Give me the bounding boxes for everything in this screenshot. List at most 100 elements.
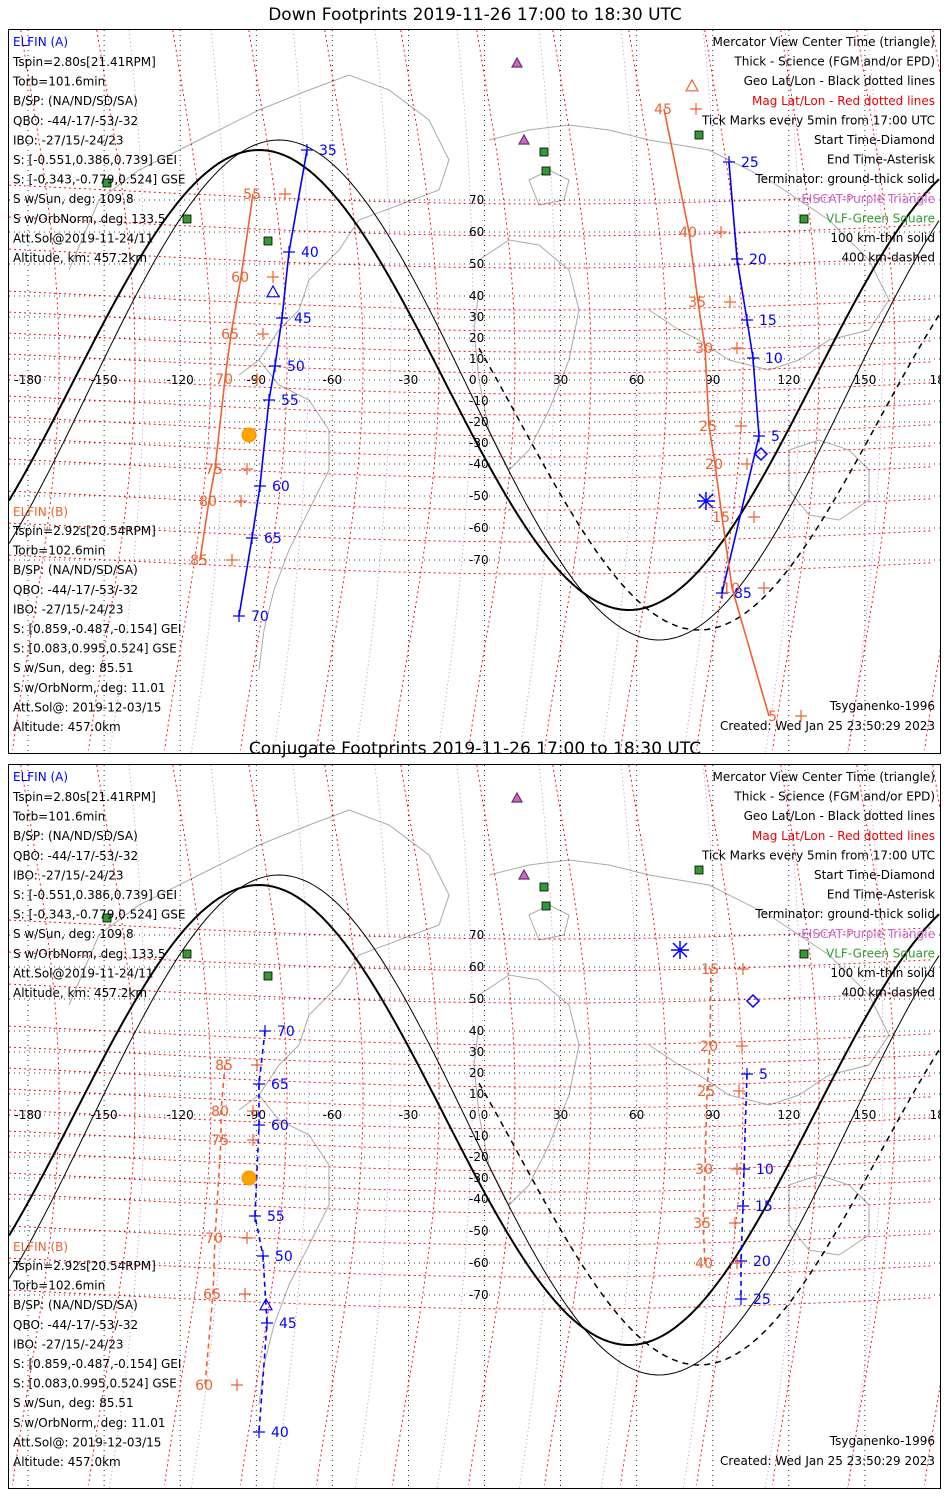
elfin-a-tick-label: 70 — [251, 609, 269, 625]
elfin-b-tick-mark — [226, 554, 238, 566]
elfin-a-info-line: S: [-0.551,0.386,0.739] GEI — [13, 888, 177, 902]
tick-marks: 3540455055606570252015105855560657075808… — [190, 102, 807, 725]
lon-tick-label: -180 — [14, 1108, 41, 1122]
trajectories — [204, 968, 748, 1433]
elfin-a-tick-label: 65 — [271, 1077, 289, 1093]
center-time-triangle — [265, 284, 281, 298]
elfin-b-tick-mark — [241, 1232, 253, 1244]
mag-parallel — [9, 1151, 934, 1172]
elfin-b-tick-mark — [257, 328, 269, 340]
lon-tick-label: 90 — [705, 1108, 720, 1122]
elfin-a-info-line: S w/OrbNorm, deg: 133.5 — [13, 947, 165, 961]
elfin-a-info-line: Att.Sol@2019-11-24/11 — [13, 231, 154, 245]
elfin-b-tick-mark — [748, 511, 760, 523]
legend: Mercator View Center Time (triangle) Thic… — [701, 770, 935, 1000]
stations — [102, 56, 809, 246]
elfin-b-info-line: Tspin=2.92s[20.54RPM] — [12, 1259, 156, 1273]
sun-marker — [241, 1170, 257, 1186]
elfin-a-info-line: QBO: -44/-17/-53/-32 — [13, 849, 138, 863]
mag-parallel — [9, 1225, 934, 1246]
lat-tick-label: -60 — [469, 521, 489, 535]
legend-line: 400 km-dashed — [841, 986, 935, 1000]
markers — [241, 941, 761, 1311]
elfin-a-tick-label: 15 — [759, 313, 777, 329]
elfin-a-info-line: S: [-0.343,-0.779,0.524] GSE — [13, 173, 186, 187]
elfin-a-info-line: Att.Sol@2019-11-24/11 — [13, 966, 154, 980]
elfin-b-tick-mark — [690, 103, 702, 115]
legend-line: Mag Lat/Lon - Red dotted lines — [752, 829, 935, 843]
elfin-a-tick-mark — [741, 314, 753, 326]
lat-tick-label: -60 — [469, 1256, 489, 1270]
lon-tick-label: -150 — [90, 373, 117, 387]
end-time-asterisk — [697, 492, 715, 510]
elfin-b-tick-mark — [231, 1379, 243, 1391]
mag-meridian — [468, 30, 516, 751]
mag-meridian — [772, 765, 820, 1486]
elfin-a-tick-mark — [259, 1025, 271, 1037]
mag-parallel — [9, 290, 934, 311]
elfin-a-label: ELFIN (A) — [13, 770, 68, 784]
mag-parallel — [9, 1025, 934, 1046]
stations — [102, 791, 809, 981]
legend-line: Terminator: ground-thick solid — [754, 172, 935, 186]
mag-parallel — [9, 522, 934, 543]
legend-line: Mercator View Center Time (triangle) — [713, 35, 935, 49]
lon-tick-label: -150 — [90, 1108, 117, 1122]
elfin-b-tick-mark — [736, 1040, 748, 1052]
legend-line: Terminator: ground-thick solid — [754, 907, 935, 921]
elfin-b-tick-label: 5 — [768, 709, 777, 725]
lat-tick-label: -70 — [469, 553, 489, 567]
legend-line: Thick - Science (FGM and/or EPD) — [733, 790, 935, 804]
lat-tick-label: -30 — [469, 1171, 489, 1185]
elfin-b-tick-label: 60 — [195, 1378, 213, 1394]
mag-meridian — [544, 765, 592, 1486]
elfin-b-tick-label: 80 — [199, 494, 217, 510]
elfin-b-track — [663, 108, 770, 717]
vlf-square — [539, 147, 549, 157]
mag-parallel — [9, 353, 934, 374]
eiscat-triangle — [517, 133, 531, 145]
elfin-a-tick-mark — [253, 1426, 265, 1438]
vlf-square — [102, 913, 112, 923]
elfin-b-tick-mark — [737, 963, 749, 975]
down-footprints-map: -180-150-120-90-60-300306090120150180706… — [8, 29, 941, 754]
elfin-info: ELFIN (A) Tspin=2.80s[21.41RPM] Torb=101.6… — [12, 770, 186, 1469]
mag-parallel — [9, 490, 934, 511]
coastline-segment — [488, 859, 890, 1106]
mag-meridian — [696, 765, 744, 1486]
legend-line: End Time-Asterisk — [827, 888, 935, 902]
legend-line: Geo Lat/Lon - Black dotted lines — [744, 809, 935, 823]
elfin-a-tick-label: 45 — [279, 1316, 297, 1332]
elfin-b-tick-label: 65 — [221, 327, 239, 343]
lat-tick-label: -40 — [469, 457, 489, 471]
elfin-b-tick-mark — [758, 582, 770, 594]
terminator-ground — [9, 883, 940, 1347]
elfin-a-tick-label: 25 — [753, 1292, 771, 1308]
lon-tick-label: 180 — [930, 1108, 941, 1122]
elfin-a-tick-mark — [249, 1210, 261, 1222]
mag-meridian — [88, 30, 136, 751]
elfin-a-tick-mark — [233, 610, 245, 622]
lat-tick-label: 20 — [469, 1066, 484, 1080]
legend-line: Start Time-Diamond — [814, 133, 935, 147]
lat-tick-label: 10 — [469, 352, 484, 366]
model-label: Tsyganenko-1996 — [829, 1434, 935, 1448]
lon-tick-label: 60 — [629, 373, 644, 387]
elfin-b-tick-mark — [241, 463, 253, 475]
elfin-b-tick-label: 15 — [701, 962, 719, 978]
legend-line: EISCAT-Purple Triangle — [801, 192, 935, 206]
legend-line: Tick Marks every 5min from 17:00 UTC — [701, 848, 935, 862]
lat-tick-label: 10 — [469, 1087, 484, 1101]
lat-tick-label: 70 — [469, 928, 484, 942]
lon-tick-label: 30 — [553, 373, 568, 387]
mag-meridian — [392, 30, 440, 751]
elfin-b-track — [204, 1064, 226, 1386]
panel-title-down: Down Footprints 2019-11-26 17:00 to 18:3… — [268, 5, 682, 25]
elfin-a-tick-mark — [254, 480, 266, 492]
coastline-segment — [258, 359, 330, 671]
legend-line: 100 km-thin solid — [830, 231, 935, 245]
legend-line: Tick Marks every 5min from 17:00 UTC — [701, 113, 935, 127]
elfin-a-tick-mark — [716, 587, 728, 599]
elfin-a-tick-mark — [263, 394, 275, 406]
mag-parallel — [9, 374, 934, 395]
